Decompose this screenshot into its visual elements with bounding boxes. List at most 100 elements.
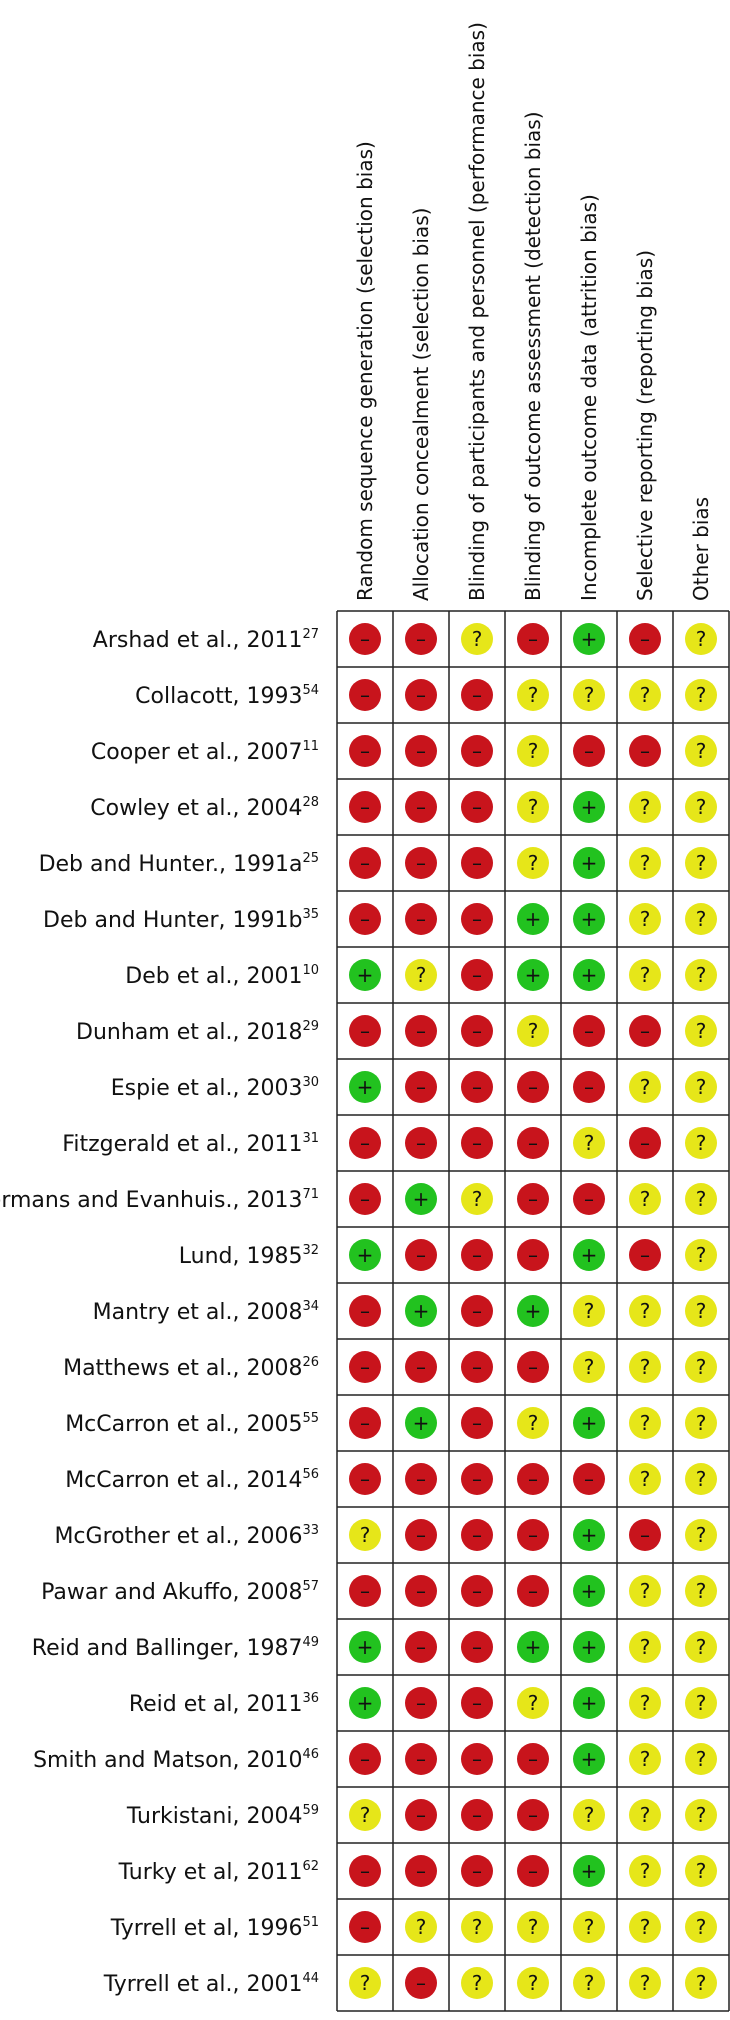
rating-symbol: ? <box>696 1243 707 1267</box>
rating-symbol: – <box>360 1859 370 1883</box>
rating-circle <box>349 1127 381 1159</box>
rating-high-mark: – <box>461 1743 493 1775</box>
rating-high-mark: – <box>349 735 381 767</box>
rating-circle <box>461 1911 493 1943</box>
rating-high-mark: – <box>629 1239 661 1271</box>
rating-unclear-mark: ? <box>517 1911 549 1943</box>
rating-symbol: + <box>357 1075 374 1099</box>
rating-circle <box>573 847 605 879</box>
rating-unclear-mark: ? <box>685 1295 717 1327</box>
rating-symbol: – <box>416 1971 426 1995</box>
rating-circle <box>573 735 605 767</box>
study-name: McCarron et al., 2005 <box>65 1412 302 1437</box>
rating-symbol: – <box>416 1243 426 1267</box>
rating-symbol: ? <box>584 1971 595 1995</box>
rating-high-mark: – <box>405 1071 437 1103</box>
rating-unclear-mark: ? <box>573 1911 605 1943</box>
study-label: McCarron et al., 200555 <box>65 1411 319 1437</box>
table-grid <box>336 610 730 2012</box>
rating-circle <box>461 1127 493 1159</box>
rating-low-mark: + <box>573 1855 605 1887</box>
rating-symbol: + <box>581 1635 598 1659</box>
rating-high-mark: – <box>461 791 493 823</box>
rating-symbol: – <box>416 1467 426 1491</box>
rating-unclear-mark: ? <box>573 1799 605 1831</box>
rating-circle <box>517 1127 549 1159</box>
rating-high-mark: – <box>349 1351 381 1383</box>
rating-symbol: – <box>528 1523 538 1547</box>
rating-symbol: ? <box>696 1747 707 1771</box>
rating-circle <box>405 1519 437 1551</box>
rating-high-mark: – <box>629 623 661 655</box>
study-label: Matthews et al., 200826 <box>63 1355 319 1381</box>
rating-low-mark: + <box>573 791 605 823</box>
rating-symbol: – <box>472 1411 482 1435</box>
rating-circle <box>629 735 661 767</box>
rating-high-mark: – <box>349 847 381 879</box>
rating-symbol: ? <box>416 963 427 987</box>
rating-high-mark: – <box>405 1463 437 1495</box>
rating-circle <box>573 1295 605 1327</box>
rating-circle <box>517 791 549 823</box>
rating-symbol: + <box>581 907 598 931</box>
study-name: Hermans and Evanhuis., 2013 <box>0 1188 302 1213</box>
rating-symbol: – <box>528 1355 538 1379</box>
rating-symbol: – <box>472 1075 482 1099</box>
column-label-1: Random sequence generation (selection bi… <box>353 141 377 601</box>
rating-circle <box>517 847 549 879</box>
rating-symbol: – <box>360 1467 370 1491</box>
rating-circle <box>629 1743 661 1775</box>
rating-unclear-mark: ? <box>685 1575 717 1607</box>
rating-circle <box>405 1575 437 1607</box>
rating-circle <box>573 1519 605 1551</box>
rating-unclear-mark: ? <box>405 959 437 991</box>
rating-high-mark: – <box>461 1295 493 1327</box>
rating-circle <box>685 1463 717 1495</box>
rating-symbol: ? <box>696 1691 707 1715</box>
rating-circle <box>461 1015 493 1047</box>
rating-unclear-mark: ? <box>685 1463 717 1495</box>
rating-symbol: – <box>360 683 370 707</box>
rating-circle <box>349 1239 381 1271</box>
rating-high-mark: – <box>405 1127 437 1159</box>
rating-symbol: ? <box>584 1803 595 1827</box>
rating-circle <box>349 1743 381 1775</box>
rating-symbol: – <box>584 1019 594 1043</box>
rating-unclear-mark: ? <box>629 1799 661 1831</box>
rating-symbol: – <box>528 1803 538 1827</box>
rating-unclear-mark: ? <box>629 1687 661 1719</box>
rating-symbol: ? <box>696 1187 707 1211</box>
rating-high-mark: – <box>629 735 661 767</box>
rating-circle <box>517 1687 549 1719</box>
rating-circle <box>685 1575 717 1607</box>
rating-unclear-mark: ? <box>685 1519 717 1551</box>
rating-symbol: ? <box>360 1971 371 1995</box>
column-labels: Random sequence generation (selection bi… <box>353 22 713 601</box>
rating-cells: – –? – + – ? – – –??? ? – – –? – – ? – – –? +? ? – – –? +? ? – – – + +… <box>349 623 717 1999</box>
rating-symbol: – <box>472 1803 482 1827</box>
rating-circle <box>629 1351 661 1383</box>
rating-unclear-mark: ? <box>685 623 717 655</box>
rating-circle <box>461 1351 493 1383</box>
study-name: Cooper et al., 2007 <box>91 740 303 765</box>
rating-symbol: ? <box>696 851 707 875</box>
study-name: Fitzgerald et al., 2011 <box>62 1132 302 1157</box>
rating-circle <box>517 1855 549 1887</box>
rating-circle <box>517 1407 549 1439</box>
rating-circle <box>629 1071 661 1103</box>
rating-low-mark: + <box>349 959 381 991</box>
rating-circle <box>349 847 381 879</box>
rating-circle <box>349 1463 381 1495</box>
rating-circle <box>349 1407 381 1439</box>
rating-circle <box>685 1631 717 1663</box>
rating-high-mark: – <box>405 1967 437 1999</box>
rating-circle <box>349 1967 381 1999</box>
study-name: McCarron et al., 2014 <box>65 1468 302 1493</box>
rating-circle <box>405 1239 437 1271</box>
rating-circle <box>629 1631 661 1663</box>
rating-circle <box>349 679 381 711</box>
rating-symbol: – <box>360 795 370 819</box>
rating-circle <box>685 1127 717 1159</box>
study-reference: 30 <box>302 1075 319 1090</box>
rating-symbol: ? <box>584 683 595 707</box>
